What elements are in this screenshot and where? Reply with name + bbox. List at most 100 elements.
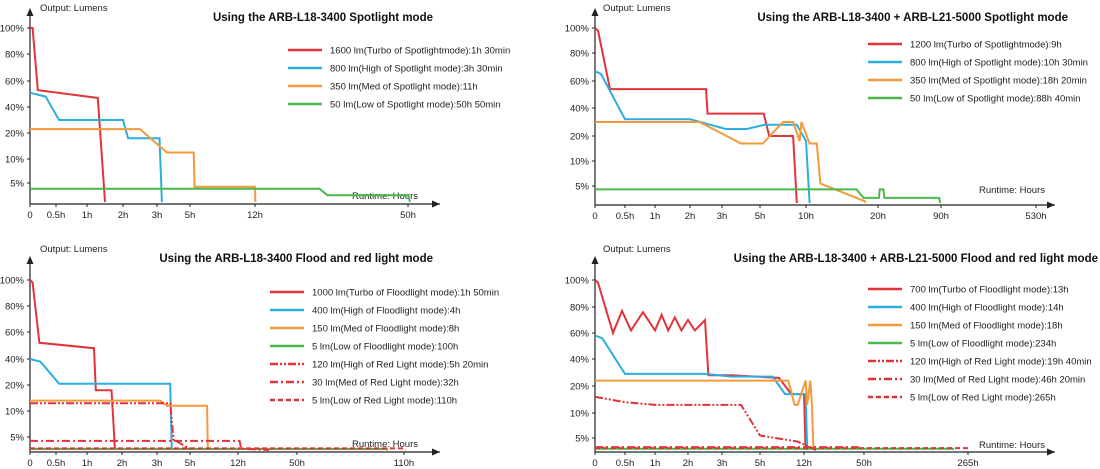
x-tick-label: 0.5h: [616, 458, 635, 469]
x-tick-label: 5h: [755, 211, 766, 222]
legend-label: 50 lm(Low of Spotlight mode):50h 50min: [330, 100, 501, 111]
x-tick-label: 2h: [118, 210, 129, 221]
x-tick-label: 20h: [870, 211, 886, 222]
chart-title: Using the ARB-L18-3400 + ARB-L21-5000 Sp…: [757, 12, 1068, 24]
x-axis-label: Runtime: Hours: [979, 185, 1045, 196]
legend-label: 5 lm(Low of Floodlight mode):234h: [910, 339, 1056, 350]
x-tick-label: 1h: [650, 458, 661, 469]
series-line: [30, 187, 411, 203]
y-axis-label: Output: Lumens: [40, 3, 108, 14]
x-tick-label: 0.5h: [47, 458, 66, 469]
y-tick-label: 10%: [5, 407, 25, 418]
y-axis-arrow: [591, 8, 599, 16]
y-tick-label: 80%: [5, 50, 25, 61]
y-tick-label: 5%: [575, 182, 589, 193]
x-tick-label: 0: [27, 210, 32, 221]
chart-title: Using the ARB-L18-3400 + ARB-L21-5000 Fl…: [734, 253, 1098, 265]
x-tick-label: 2h: [685, 211, 696, 222]
y-tick-label: 100%: [565, 24, 590, 35]
x-tick-label: 5h: [185, 458, 196, 469]
series-line: [30, 27, 106, 203]
x-tick-label: 265h: [957, 458, 978, 469]
legend-label: 120 lm(High of Red Light mode):5h 20min: [312, 360, 488, 371]
x-tick-label: 50h: [856, 458, 872, 469]
legend-label: 150 lm(Med of Floodlight mode):8h: [312, 324, 459, 335]
series-line: [30, 399, 209, 451]
y-tick-label: 10%: [570, 157, 590, 168]
y-tick-label: 60%: [570, 77, 590, 88]
y-axis-arrow: [26, 8, 34, 16]
x-tick-label: 90h: [933, 211, 949, 222]
y-tick-label: 20%: [570, 132, 590, 143]
y-tick-label: 10%: [570, 409, 590, 420]
legend-label: 700 lm(Turbo of Floodlight mode):13h: [910, 285, 1069, 296]
x-tick-label: 530h: [1025, 211, 1046, 222]
series-line: [595, 447, 970, 451]
x-tick-label: 50h: [400, 210, 416, 221]
chart-flood-red-3400: Output: Lumens Runtime: Hours Using the AR…: [0, 244, 499, 469]
series-line: [595, 121, 867, 204]
legend-label: 50 lm(Low of Spotlight mode):88h 40min: [910, 94, 1081, 105]
series-line: [29, 91, 163, 203]
legend-label: 800 lm(High of Spotlight mode):3h 30min: [330, 64, 503, 75]
chart-spotlight-3400: Output: Lumens Runtime: Hours Using the AR…: [0, 3, 510, 221]
legend-label: 800 lm(High of Spotlight mode):10h 30min: [910, 58, 1088, 69]
x-tick-label: 5h: [755, 458, 766, 469]
x-tick-label: 1h: [82, 210, 93, 221]
x-tick-label: 0.5h: [47, 210, 66, 221]
chart-flood-red-3400-5000: Output: Lumens Runtime: Hours Using the AR…: [565, 244, 1098, 469]
series-line: [595, 379, 815, 451]
x-axis-arrow: [1047, 201, 1055, 209]
x-tick-label: 0.5h: [616, 211, 635, 222]
x-tick-label: 0: [592, 211, 597, 222]
legend-label: 350 lm(Med of Spotlight mode):18h 20min: [910, 76, 1087, 87]
x-tick-label: 3h: [717, 458, 728, 469]
y-tick-label: 20%: [570, 382, 590, 393]
x-tick-label: 3h: [152, 458, 163, 469]
series-line: [594, 334, 809, 451]
legend-label: 30 lm(Med of Red Light mode):46h 20min: [910, 375, 1085, 386]
y-tick-label: 40%: [5, 103, 25, 114]
y-tick-label: 80%: [570, 49, 590, 60]
y-tick-label: 5%: [575, 434, 589, 445]
x-tick-label: 5h: [185, 210, 196, 221]
x-tick-label: 50h: [289, 458, 305, 469]
series-line: [29, 358, 173, 451]
legend-label: 350 lm(Med of Spotlight mode):11h: [330, 82, 478, 93]
legend-label: 5 lm(Low of Red Light mode):265h: [910, 393, 1056, 404]
chart-title: Using the ARB-L18-3400 Flood and red lig…: [159, 253, 433, 265]
y-tick-label: 20%: [5, 129, 25, 140]
y-axis-label: Output: Lumens: [603, 3, 671, 14]
x-tick-label: 1h: [650, 211, 661, 222]
y-tick-label: 20%: [5, 381, 25, 392]
chart-title: Using the ARB-L18-3400 Spotlight mode: [213, 12, 433, 24]
series-line: [595, 446, 860, 451]
series-line: [595, 188, 942, 204]
y-tick-label: 40%: [570, 104, 590, 115]
x-tick-label: 0: [27, 458, 32, 469]
y-tick-label: 60%: [5, 77, 25, 88]
x-tick-label: 12h: [796, 458, 812, 469]
legend-label: 400 lm(High of Floodlight mode):4h: [312, 306, 460, 317]
series-line: [594, 27, 798, 204]
legend-label: 5 lm(Low of Floodlight mode):100h: [312, 342, 458, 353]
y-tick-label: 40%: [570, 355, 590, 366]
y-tick-label: 5%: [10, 433, 24, 444]
series-line: [595, 447, 955, 451]
y-axis-arrow: [26, 256, 34, 264]
x-axis-arrow: [432, 448, 440, 456]
y-tick-label: 60%: [5, 328, 25, 339]
x-tick-label: 3h: [152, 210, 163, 221]
series-line: [30, 447, 407, 451]
y-tick-label: 40%: [5, 355, 25, 366]
y-tick-label: 10%: [5, 155, 25, 166]
y-tick-label: 100%: [565, 276, 590, 287]
chart-spotlight-3400-5000: Output: Lumens Runtime: Hours Using the AR…: [565, 3, 1088, 222]
y-axis-label: Output: Lumens: [40, 244, 108, 255]
legend-label: 1200 lm(Turbo of Spotlightmode):9h: [910, 40, 1062, 51]
y-tick-label: 80%: [570, 303, 590, 314]
y-axis-label: Output: Lumens: [603, 244, 671, 255]
y-tick-label: 60%: [570, 329, 590, 340]
legend-label: 30 lm(Med of Red Light mode):32h: [312, 378, 459, 389]
y-tick-label: 80%: [5, 302, 25, 313]
